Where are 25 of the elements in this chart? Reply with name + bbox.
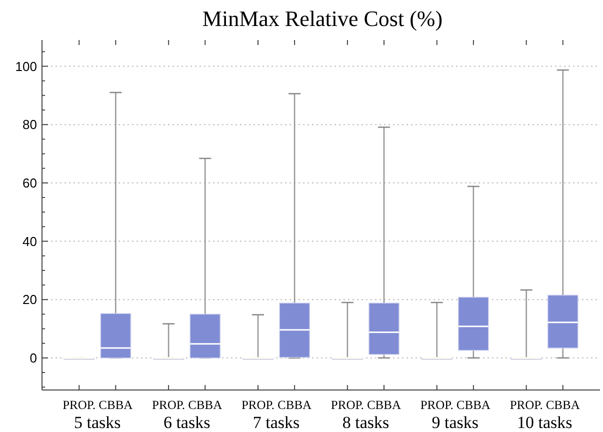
x-tick-label: PROP. [152,398,186,412]
x-tick-label: PROP. [510,398,543,412]
x-tick-label: CBBA [278,398,312,412]
chart-title: MinMax Relative Cost (%) [202,6,443,31]
text: 6 tasks [163,413,210,432]
y-tick-label: 0 [30,350,37,366]
y-tick-label: 60 [22,175,37,190]
x-tick-label: CBBA [98,398,133,412]
y-tick-label: 40 [22,234,37,249]
text: 10 tasks [516,413,572,432]
x-tick-label: PROP. [62,398,96,412]
text: 7 tasks [252,413,300,432]
x-tick-label: CBBA [366,398,402,412]
x-tick-label: PROP. [420,398,454,412]
x-tick-label: CBBA [456,398,490,412]
text: 9 tasks [432,413,479,432]
text: 8 tasks [342,413,390,432]
x-tick-label: CBBA [188,398,222,412]
x-tick-label: PROP. [241,398,275,412]
x-tick-label: PROP. [330,398,364,412]
y-tick-label: 80 [22,117,37,132]
text: 5 tasks [74,413,121,432]
x-tick-label: CBBA [546,398,580,412]
y-tick-label: 20 [22,292,37,308]
y-tick-label: 100 [15,58,37,74]
